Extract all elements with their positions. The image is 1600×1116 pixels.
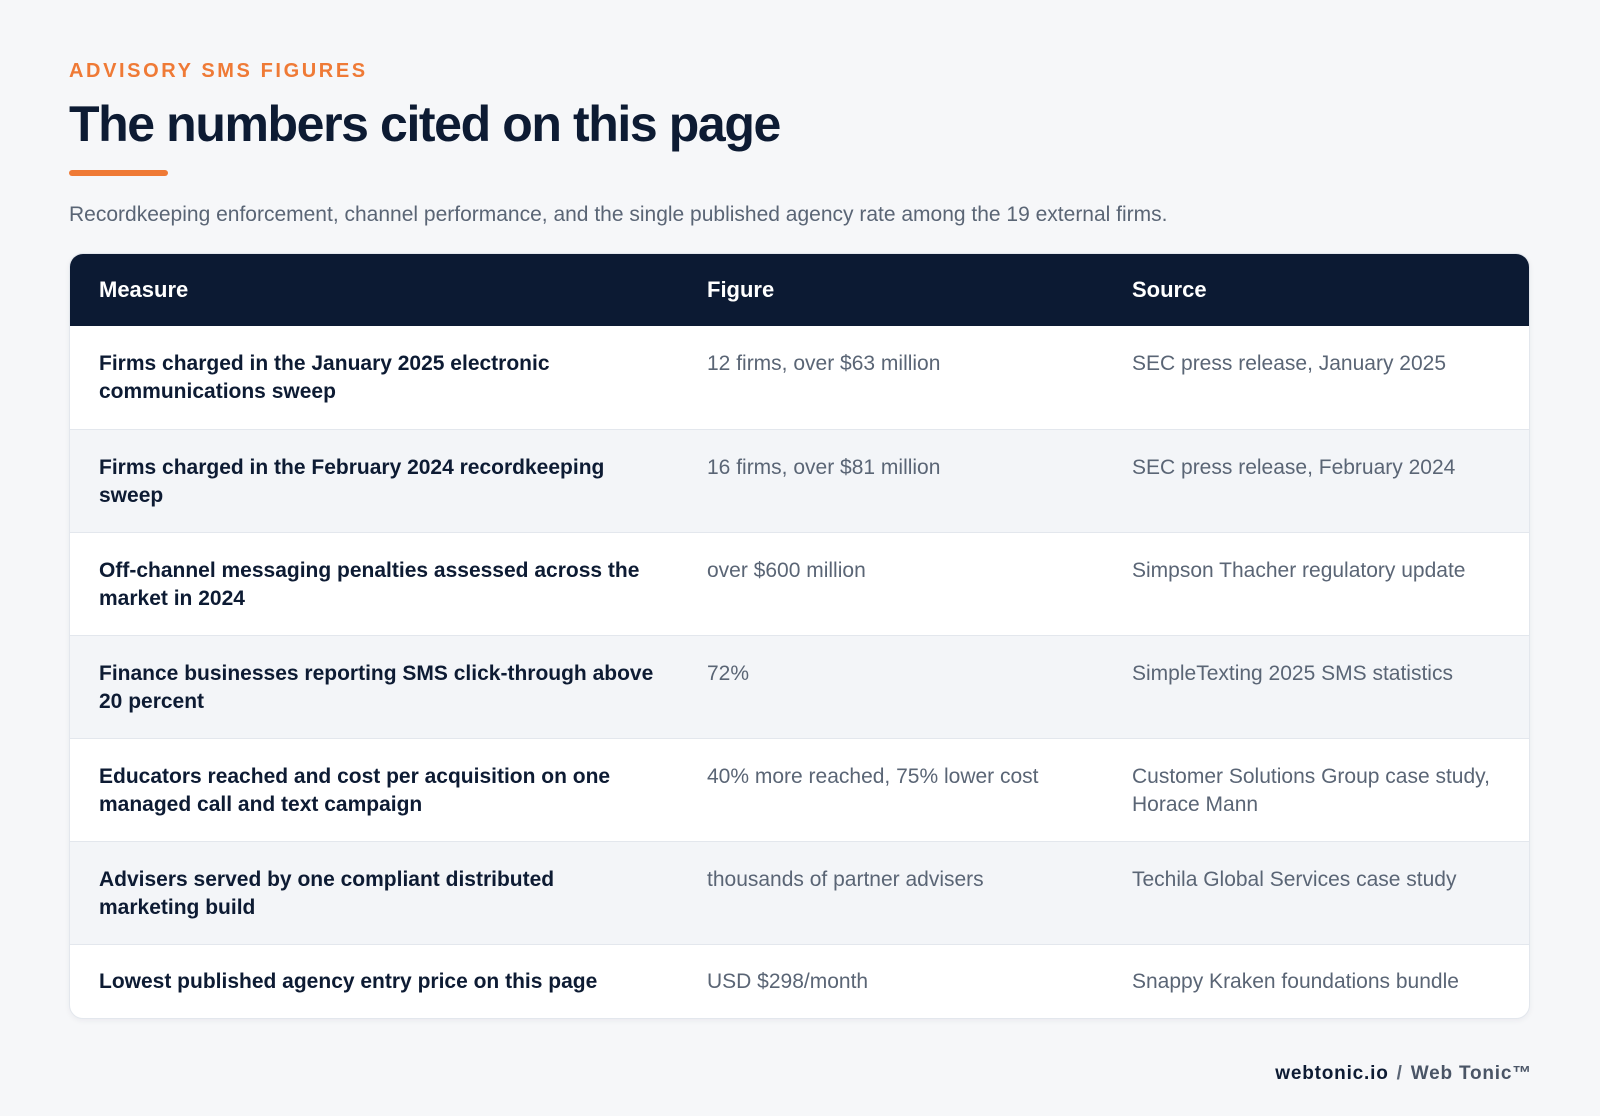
cell-source: Customer Solutions Group case study, Hor… — [1132, 764, 1490, 816]
cell-measure: Off-channel messaging penalties assessed… — [99, 558, 640, 610]
cell-measure: Advisers served by one compliant distrib… — [99, 867, 555, 919]
cell-measure: Firms charged in the February 2024 recor… — [99, 455, 605, 507]
figures-table-card: Measure Figure Source Firms charged in t… — [69, 253, 1530, 1019]
title-accent-rule — [69, 170, 168, 176]
cell-measure: Lowest published agency entry price on t… — [99, 969, 598, 993]
cell-figure: USD $298/month — [707, 969, 869, 993]
table-body: Firms charged in the January 2025 electr… — [70, 326, 1529, 1018]
column-header-source: Source — [1132, 277, 1207, 302]
page-title: The numbers cited on this page — [69, 96, 781, 152]
table-header: Measure Figure Source — [70, 254, 1529, 326]
cell-source: SEC press release, January 2025 — [1132, 352, 1447, 375]
cell-figure: thousands of partner advisers — [707, 867, 984, 891]
cell-measure: Educators reached and cost per acquisiti… — [99, 764, 611, 816]
cell-figure: 16 firms, over $81 million — [707, 455, 941, 479]
eyebrow-label: ADVISORY SMS FIGURES — [69, 60, 368, 82]
table-row: Educators reached and cost per acquisiti… — [70, 738, 1529, 841]
table-row: Off-channel messaging penalties assessed… — [70, 532, 1529, 635]
cell-source: Snappy Kraken foundations bundle — [1132, 969, 1459, 993]
column-header-measure: Measure — [99, 277, 189, 302]
cell-measure: Finance businesses reporting SMS click-t… — [99, 661, 654, 713]
cell-source: Techila Global Services case study — [1132, 867, 1457, 891]
page-subtitle: Recordkeeping enforcement, channel perfo… — [69, 203, 1168, 226]
table-row: Advisers served by one compliant distrib… — [70, 841, 1529, 944]
cell-figure: over $600 million — [707, 558, 866, 582]
cell-figure: 40% more reached, 75% lower cost — [707, 764, 1039, 788]
cell-figure: 12 firms, over $63 million — [707, 352, 941, 375]
footer-brand: Web Tonic™ — [1410, 1063, 1532, 1084]
cell-figure: 72% — [707, 661, 750, 685]
footer-attribution: webtonic.io / Web Tonic™ — [1275, 1062, 1532, 1086]
table-row: Lowest published agency entry price on t… — [70, 944, 1529, 1018]
table-row: Finance businesses reporting SMS click-t… — [70, 635, 1529, 738]
table-row: Firms charged in the February 2024 recor… — [70, 429, 1529, 532]
column-header-figure: Figure — [707, 277, 775, 302]
cell-source: SEC press release, February 2024 — [1132, 455, 1456, 479]
footer-domain: webtonic.io — [1275, 1063, 1389, 1084]
figures-table: Measure Figure Source Firms charged in t… — [70, 254, 1529, 1018]
table-row: Firms charged in the January 2025 electr… — [70, 326, 1529, 429]
cell-source: SimpleTexting 2025 SMS statistics — [1132, 661, 1453, 685]
cell-measure: Firms charged in the January 2025 electr… — [99, 352, 550, 403]
footer-separator: / — [1396, 1063, 1403, 1084]
table-header-row: Measure Figure Source — [70, 254, 1529, 326]
cell-source: Simpson Thacher regulatory update — [1132, 558, 1466, 582]
